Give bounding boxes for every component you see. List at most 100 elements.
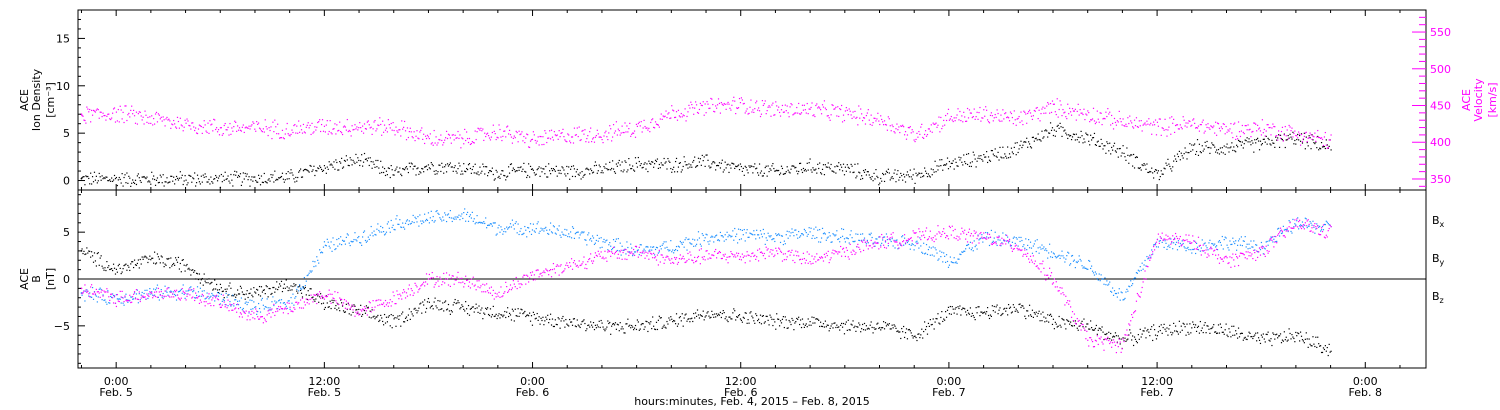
series-1-point [888, 118, 890, 120]
series-0-point [736, 165, 739, 167]
series-0-point [151, 257, 153, 259]
series-1-point [574, 233, 576, 235]
series-1-point [835, 106, 837, 108]
series-0-point [447, 165, 450, 167]
series-1-point [791, 228, 793, 230]
series-0-point [773, 167, 775, 170]
series-0-point [163, 185, 165, 187]
series-0-point [1300, 133, 1303, 135]
series-1-point [430, 210, 432, 212]
series-1-point [1296, 135, 1298, 137]
series-0-point [902, 331, 904, 333]
series-0-point [719, 311, 722, 314]
series-1-point [274, 300, 276, 302]
series-0-point [1222, 152, 1224, 154]
series-1-point [285, 128, 287, 130]
series-0-point [482, 318, 484, 320]
series-0-point [1195, 330, 1198, 332]
series-0-point [400, 325, 402, 327]
series-0-point [1300, 335, 1303, 337]
series-1-point [769, 236, 771, 238]
series-0-point [570, 321, 572, 323]
series-0-point [652, 161, 654, 163]
series-1-point [802, 109, 805, 111]
series-1-point [124, 296, 126, 298]
series-0-point [1209, 332, 1211, 334]
series-0-point [1122, 337, 1124, 339]
series-1-point [605, 240, 607, 242]
series-0-point [1217, 324, 1220, 326]
series-0-point [226, 288, 228, 290]
series-0-point [1069, 323, 1071, 325]
series-1-point [343, 240, 346, 242]
series-1-point [1030, 115, 1033, 117]
series-0-point [825, 166, 827, 168]
series-1-point [305, 126, 307, 128]
series-1-point [930, 124, 932, 126]
series-0-point [385, 170, 388, 172]
series-0-point [647, 170, 649, 173]
series-1-point [787, 112, 789, 114]
series-1-point [438, 213, 440, 216]
series-0-point [795, 321, 797, 323]
series-1-point [750, 233, 752, 235]
series-1-point [424, 135, 427, 137]
series-0-point [1203, 324, 1205, 326]
series-1-point [727, 101, 729, 104]
series-0-point [845, 321, 847, 323]
series-0-point [222, 290, 224, 292]
series-0-point [705, 315, 707, 317]
series-0-point [491, 314, 493, 316]
series-1-point [1115, 124, 1118, 126]
series-0-point [369, 310, 371, 312]
series-0-point [118, 263, 120, 265]
series-0-point [986, 307, 989, 309]
series-0-point [575, 326, 577, 328]
series-0-point [992, 310, 994, 312]
series-1-point [439, 139, 441, 141]
series-1-point [718, 102, 721, 105]
series-0-point [967, 153, 970, 155]
series-1-point [526, 133, 528, 135]
series-1-point [587, 234, 589, 236]
series-1-point [181, 292, 183, 294]
series-0-point [857, 326, 859, 328]
series-0-point [512, 167, 514, 169]
series-0-point [883, 328, 886, 330]
series-0-point [799, 319, 802, 321]
series-1-point [436, 209, 438, 212]
series-1-point [1171, 116, 1173, 118]
series-0-point [1104, 145, 1106, 147]
series-1-point [170, 290, 172, 292]
series-0-point [354, 162, 356, 165]
series-1-point [703, 114, 705, 116]
series-1-point [743, 102, 745, 105]
series-1-point [604, 241, 606, 243]
series-1-point [571, 226, 574, 228]
series-1-point [434, 142, 436, 144]
series-1-point [683, 246, 685, 248]
series-0-point [836, 324, 838, 326]
series-1-point [641, 252, 643, 254]
series-0-point [251, 294, 253, 296]
series-1-point [560, 132, 562, 134]
series-1-point [536, 140, 538, 142]
series-1-point [112, 108, 115, 110]
series-1-point [362, 132, 365, 134]
series-1-point [803, 104, 805, 106]
series-0-point [1236, 333, 1238, 335]
series-0-point [1049, 132, 1051, 134]
series-1-point [935, 122, 937, 124]
series-1-point [579, 139, 581, 142]
series-1-point [836, 230, 838, 232]
series-0-point [567, 324, 569, 326]
series-1-point [148, 122, 150, 124]
series-1-point [965, 120, 967, 123]
series-0-point [1019, 303, 1021, 305]
series-0-point [300, 176, 303, 178]
series-0-point [244, 172, 246, 175]
series-0-point [936, 318, 938, 320]
series-1-point [1009, 111, 1012, 113]
series-1-point [287, 300, 289, 302]
series-0-point [1156, 172, 1159, 174]
